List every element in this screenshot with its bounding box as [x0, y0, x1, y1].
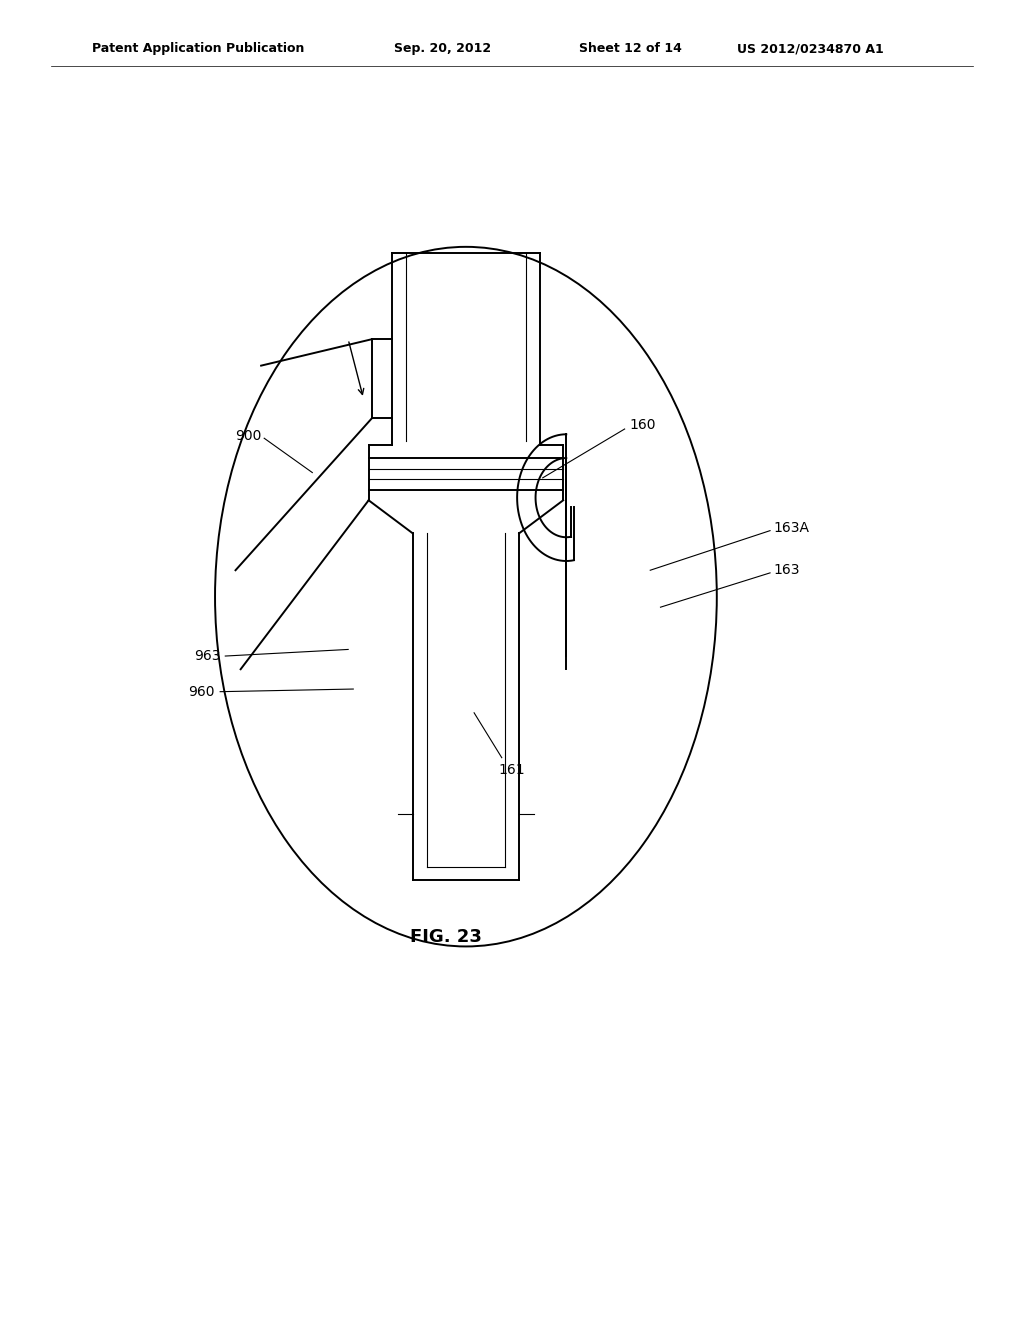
Text: Patent Application Publication: Patent Application Publication	[92, 42, 304, 55]
Text: 163: 163	[773, 564, 800, 577]
Text: Sep. 20, 2012: Sep. 20, 2012	[394, 42, 492, 55]
Text: 160: 160	[630, 418, 656, 432]
Text: 900: 900	[234, 429, 261, 442]
Text: 960: 960	[188, 685, 215, 698]
Text: 163A: 163A	[773, 521, 809, 535]
Text: 161: 161	[499, 763, 525, 777]
Text: FIG. 23: FIG. 23	[410, 928, 481, 946]
Text: US 2012/0234870 A1: US 2012/0234870 A1	[737, 42, 884, 55]
Text: Sheet 12 of 14: Sheet 12 of 14	[579, 42, 681, 55]
Text: 963: 963	[194, 649, 220, 663]
